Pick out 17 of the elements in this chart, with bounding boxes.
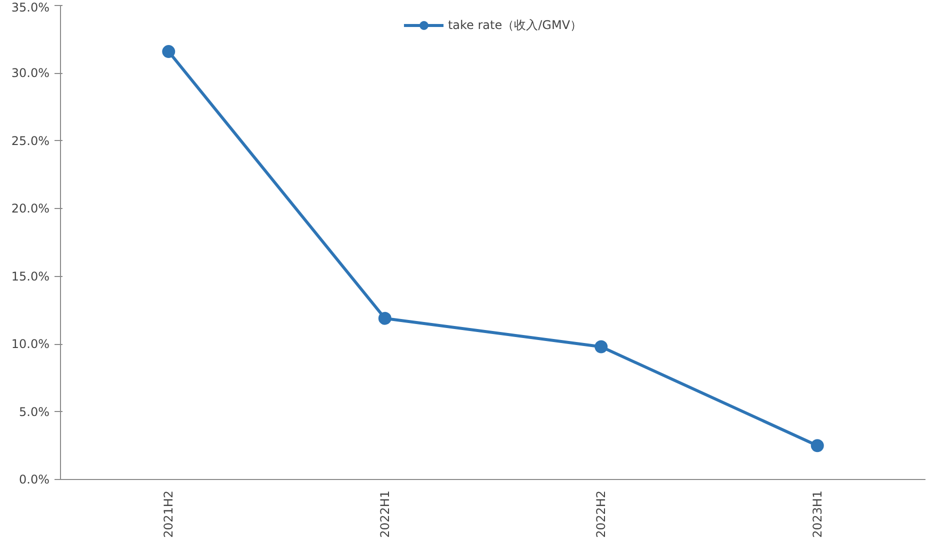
y-tick-label: 35.0% bbox=[11, 0, 50, 14]
point bbox=[378, 312, 392, 325]
y-tick-label: 20.0% bbox=[11, 202, 50, 216]
point bbox=[810, 439, 824, 452]
y-tick-label: 25.0% bbox=[11, 134, 50, 148]
y-tick-label: 30.0% bbox=[11, 66, 50, 80]
y-tick-label: 5.0% bbox=[19, 404, 50, 419]
y-tick-label: 15.0% bbox=[11, 269, 50, 284]
x-tick-label: 2022H1 bbox=[378, 490, 392, 538]
x-tick-label: 2023H1 bbox=[810, 490, 824, 538]
x-tick-label: 2021H2 bbox=[162, 490, 176, 538]
point bbox=[594, 340, 608, 354]
point bbox=[162, 45, 176, 58]
legend-label: take rate（收入/GMV） bbox=[448, 16, 582, 34]
y-tick-label: 10.0% bbox=[11, 337, 50, 352]
x-tick-label: 2022H2 bbox=[594, 490, 608, 538]
y-tick-label: 0.0% bbox=[19, 472, 50, 486]
